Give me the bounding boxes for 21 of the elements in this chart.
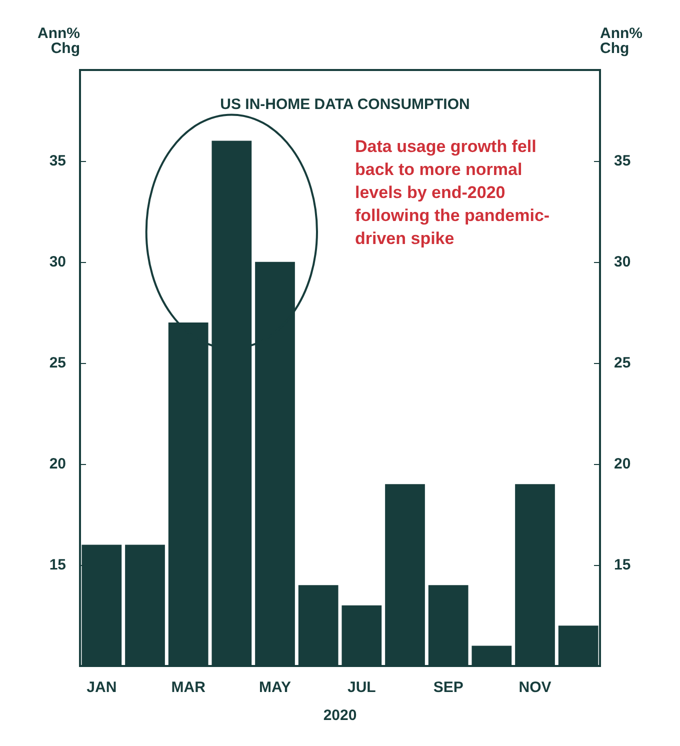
y-tick-label: 25 <box>49 354 66 372</box>
annotation: Data usage growth fell back to more normal levels by end-2020 following the pandemic- driven spike <box>355 137 550 248</box>
y-tick-label: 20 <box>49 455 66 472</box>
x-tick-label: JUL <box>347 679 376 696</box>
y2-axis-title: Ann% Chg <box>600 25 642 57</box>
text: US IN-HOME DATA CONSUMPTION <box>220 96 470 113</box>
y-tick-label: 15 <box>49 556 66 574</box>
y-tick-label: 35 <box>49 152 66 170</box>
x-tick-label: MAY <box>259 679 291 696</box>
x-tick-label: MAR <box>171 679 206 696</box>
y2-tick-label: 20 <box>614 455 631 472</box>
y2-tick-label: 25 <box>614 354 631 372</box>
y-tick-label: 30 <box>49 253 66 270</box>
x-axis-title: 2020 <box>323 707 357 724</box>
y2-tick-label: 15 <box>614 556 631 574</box>
x-tick-label: SEP <box>433 679 464 696</box>
x-tick-label: JAN <box>86 679 117 696</box>
y2-tick-label: 30 <box>614 253 631 270</box>
x-tick-label: NOV <box>518 679 552 696</box>
y2-tick-label: 35 <box>614 152 631 170</box>
y-axis-title: Ann% Chg <box>38 25 80 57</box>
